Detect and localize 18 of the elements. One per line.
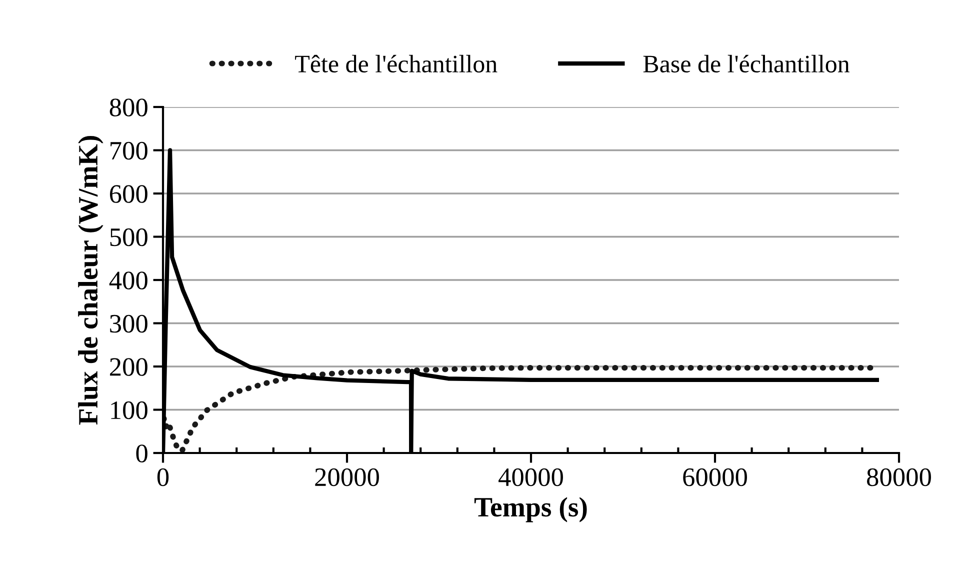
x-tick-label: 20000 xyxy=(315,468,379,486)
x-tick-label: 60000 xyxy=(683,468,747,486)
legend-label: Tête de l'échantillon xyxy=(295,54,498,72)
y-tick-label: 300 xyxy=(110,314,148,333)
y-tick-label: 700 xyxy=(110,142,148,160)
x-axis-title: Temps (s) xyxy=(474,497,587,522)
y-tick-label: 600 xyxy=(110,185,148,203)
y-tick-label: 500 xyxy=(110,228,148,246)
y-tick-label: 400 xyxy=(109,272,148,290)
y-tick-label: 200 xyxy=(110,358,148,376)
y-axis-title: Flux de chaleur (W/mK) xyxy=(78,136,104,425)
x-tick-label: 80000 xyxy=(867,468,931,486)
x-tick-label: 0 xyxy=(157,468,169,486)
y-tick-label: 100 xyxy=(111,401,148,420)
legend-label: Base de l'échantillon xyxy=(643,54,850,72)
y-tick-label: 0 xyxy=(136,444,148,462)
x-tick-label: 40000 xyxy=(498,468,563,486)
y-tick-label: 800 xyxy=(110,98,148,116)
